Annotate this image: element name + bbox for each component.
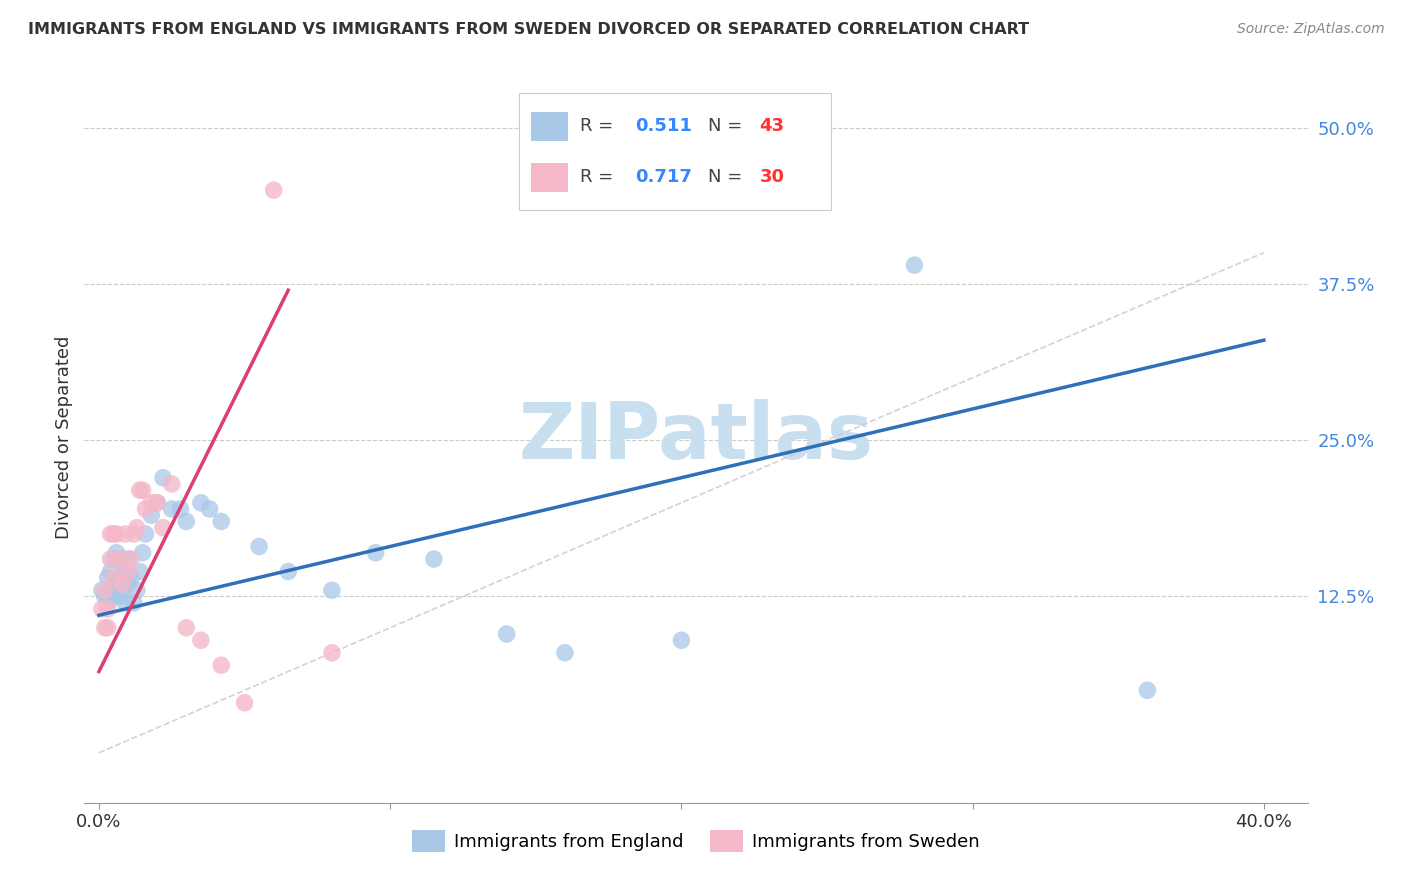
Point bbox=[125, 521, 148, 535]
FancyBboxPatch shape bbox=[519, 94, 831, 211]
Point bbox=[233, 696, 256, 710]
Point bbox=[190, 496, 212, 510]
Point bbox=[97, 571, 120, 585]
Point bbox=[131, 483, 153, 498]
Point bbox=[97, 602, 120, 616]
Point bbox=[97, 621, 120, 635]
Point bbox=[131, 546, 153, 560]
Point bbox=[100, 527, 122, 541]
Point bbox=[117, 577, 139, 591]
Point bbox=[122, 596, 145, 610]
Point bbox=[209, 515, 232, 529]
Point bbox=[90, 602, 112, 616]
Point bbox=[364, 546, 387, 560]
Point bbox=[114, 565, 136, 579]
Text: IMMIGRANTS FROM ENGLAND VS IMMIGRANTS FROM SWEDEN DIVORCED OR SEPARATED CORRELAT: IMMIGRANTS FROM ENGLAND VS IMMIGRANTS FR… bbox=[28, 22, 1029, 37]
Point bbox=[108, 552, 131, 566]
Point bbox=[146, 496, 169, 510]
Legend: Immigrants from England, Immigrants from Sweden: Immigrants from England, Immigrants from… bbox=[405, 823, 987, 860]
Point bbox=[128, 483, 150, 498]
Text: N =: N = bbox=[709, 169, 748, 186]
Point bbox=[122, 527, 145, 541]
Text: 0.511: 0.511 bbox=[636, 117, 692, 136]
Point bbox=[120, 552, 142, 566]
Point bbox=[90, 583, 112, 598]
Point bbox=[105, 577, 128, 591]
Point bbox=[903, 258, 925, 272]
Point bbox=[160, 477, 183, 491]
Point bbox=[1136, 683, 1159, 698]
Text: R =: R = bbox=[579, 169, 619, 186]
Point bbox=[423, 552, 446, 566]
Text: 0.717: 0.717 bbox=[636, 169, 692, 186]
Point bbox=[146, 496, 169, 510]
Point bbox=[128, 565, 150, 579]
Point bbox=[141, 496, 163, 510]
Point bbox=[125, 583, 148, 598]
Point bbox=[160, 502, 183, 516]
Point bbox=[174, 621, 197, 635]
Point bbox=[108, 590, 131, 604]
Text: 30: 30 bbox=[759, 169, 785, 186]
Point bbox=[114, 596, 136, 610]
Point bbox=[190, 633, 212, 648]
Point bbox=[141, 508, 163, 523]
Point bbox=[277, 565, 299, 579]
Point bbox=[169, 502, 191, 516]
Point bbox=[103, 590, 125, 604]
Text: Source: ZipAtlas.com: Source: ZipAtlas.com bbox=[1237, 22, 1385, 37]
Point bbox=[105, 527, 128, 541]
Bar bbox=[531, 112, 568, 141]
Point bbox=[117, 552, 139, 566]
Y-axis label: Divorced or Separated: Divorced or Separated bbox=[55, 335, 73, 539]
Point bbox=[117, 565, 139, 579]
Text: N =: N = bbox=[709, 117, 748, 136]
Point bbox=[671, 633, 693, 648]
Point bbox=[103, 552, 125, 566]
Point bbox=[174, 515, 197, 529]
Point bbox=[103, 527, 125, 541]
Point bbox=[103, 571, 125, 585]
Point bbox=[247, 540, 270, 554]
Point bbox=[321, 583, 343, 598]
Point bbox=[114, 527, 136, 541]
Point bbox=[93, 583, 115, 598]
Point bbox=[120, 571, 142, 585]
Point bbox=[198, 502, 221, 516]
Text: 43: 43 bbox=[759, 117, 785, 136]
Point bbox=[152, 521, 174, 535]
Point bbox=[111, 552, 134, 566]
Point bbox=[321, 646, 343, 660]
Point bbox=[152, 471, 174, 485]
Point bbox=[209, 658, 232, 673]
Point bbox=[108, 571, 131, 585]
Point bbox=[495, 627, 517, 641]
Point bbox=[100, 583, 122, 598]
Point bbox=[97, 596, 120, 610]
Point bbox=[554, 646, 576, 660]
Point bbox=[93, 590, 115, 604]
Point bbox=[135, 527, 157, 541]
Text: ZIPatlas: ZIPatlas bbox=[519, 399, 873, 475]
Bar bbox=[531, 163, 568, 192]
Point bbox=[105, 546, 128, 560]
Text: R =: R = bbox=[579, 117, 619, 136]
Point bbox=[111, 577, 134, 591]
Point bbox=[100, 565, 122, 579]
Point bbox=[263, 183, 285, 197]
Point bbox=[100, 552, 122, 566]
Point bbox=[111, 583, 134, 598]
Point bbox=[135, 502, 157, 516]
Point bbox=[93, 621, 115, 635]
